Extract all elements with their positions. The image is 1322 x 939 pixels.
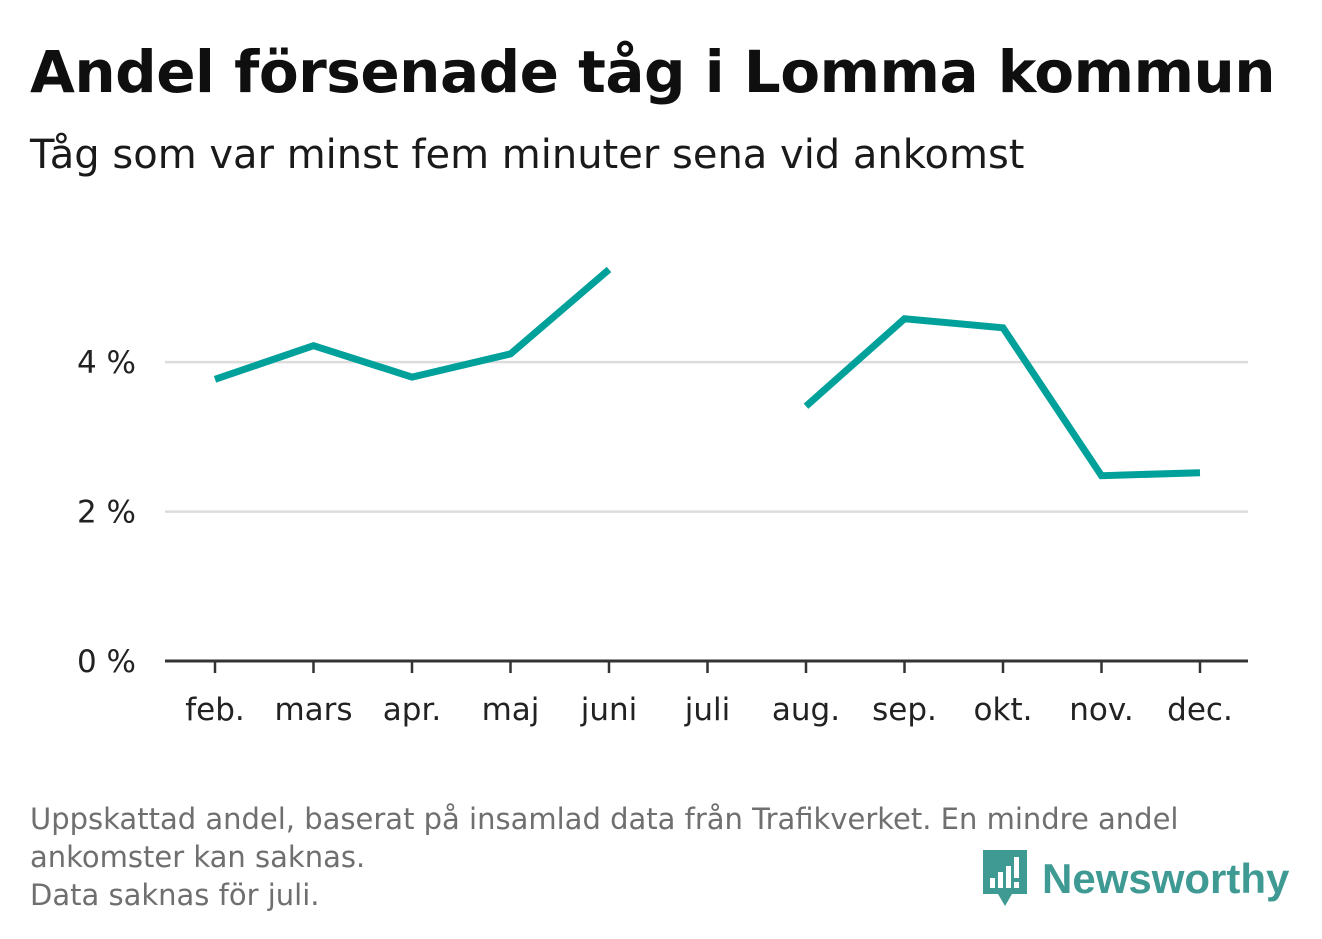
- series-line-segment: [803, 315, 1201, 480]
- footnote-line-3: Data saknas för juli.: [30, 878, 320, 912]
- newsworthy-logo: Newsworthy: [980, 848, 1289, 910]
- gridlines: [165, 360, 1248, 513]
- x-tick-label: juni: [580, 692, 638, 728]
- x-tick-label: dec.: [1167, 692, 1233, 728]
- x-tick-label: mars: [274, 692, 352, 728]
- series-lines: [213, 266, 1201, 480]
- x-axis: feb. mars apr. maj juni juli aug. sep. okt. nov. d…: [165, 659, 1248, 728]
- footnote: Uppskattad andel, baserat på insamlad da…: [30, 800, 1280, 914]
- x-tick-label: feb.: [185, 692, 245, 728]
- x-tick-label: apr.: [383, 692, 441, 728]
- chart-title: Andel försenade tåg i Lomma kommun: [30, 38, 1276, 106]
- footnote-line-2: ankomster kan saknas.: [30, 840, 366, 874]
- x-tick-label: sep.: [872, 692, 937, 728]
- x-tick-label: juli: [684, 692, 731, 728]
- chart-subtitle: Tåg som var minst fem minuter sena vid a…: [30, 132, 1025, 178]
- line-chart: 0 % 2 % 4 % feb. mars apr. maj juni juli aug. sep…: [77, 266, 1248, 728]
- x-tick-label: nov.: [1069, 692, 1133, 728]
- bar-chart-speech-bubble-icon: [983, 850, 1027, 906]
- footnote-line-1: Uppskattad andel, baserat på insamlad da…: [30, 802, 1179, 836]
- brand-name: Newsworthy: [1042, 855, 1290, 902]
- x-tick-label: aug.: [772, 692, 840, 728]
- x-tick-label: okt.: [974, 692, 1033, 728]
- y-tick-label: 0 %: [77, 644, 136, 680]
- y-axis-tick-labels: 0 % 2 % 4 %: [77, 345, 136, 680]
- series-line-segment: [213, 266, 612, 383]
- y-tick-label: 4 %: [77, 345, 136, 381]
- x-tick-label: maj: [482, 692, 540, 728]
- y-tick-label: 2 %: [77, 495, 136, 531]
